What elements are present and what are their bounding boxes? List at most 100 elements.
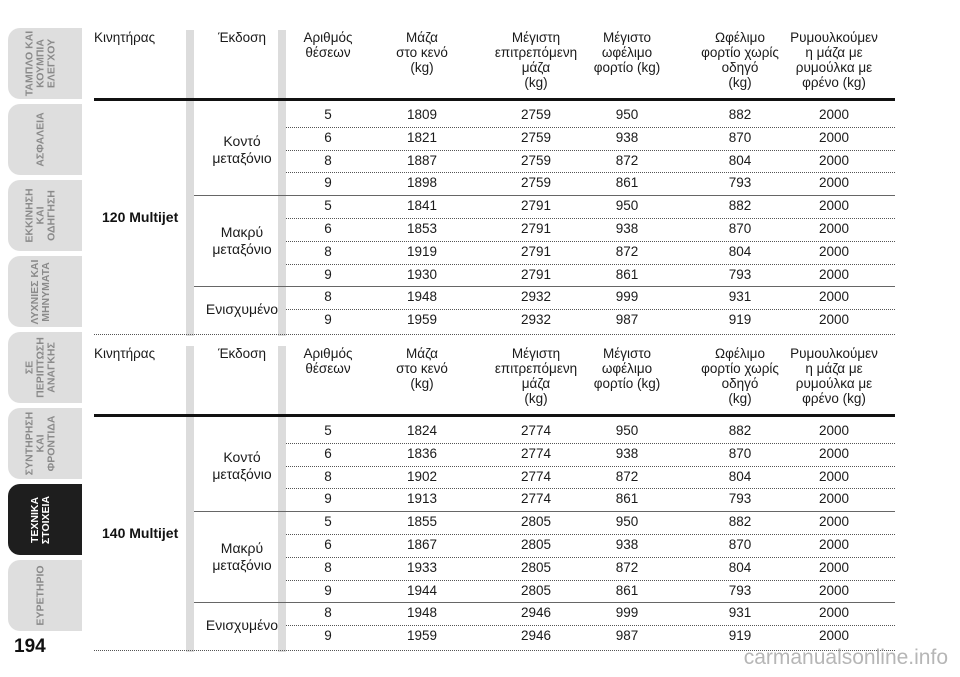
column-header: Κινητήρας	[94, 346, 156, 361]
row-rule	[286, 488, 895, 490]
table-cell: 1948	[406, 605, 438, 621]
table-cell: 882	[728, 514, 752, 530]
section-tab-label: ΣΥΝΤΗΡΗΣΗ ΚΑΙ ΦΡΟΝΤΙΔΑ	[23, 411, 58, 476]
table-cell: 9	[324, 582, 332, 598]
table-cell: 2000	[818, 289, 850, 305]
variant-label: Κοντό μεταξόνιο	[212, 132, 272, 166]
section-tab-8[interactable]: ΕΥΡΕΤΗΡΙΟ	[8, 560, 82, 631]
table-cell: 938	[615, 537, 639, 552]
table-cell: 5	[324, 198, 332, 214]
table-cell: 1930	[406, 266, 438, 282]
column-header: Μέγιστο ωφέλιμο φορτίο (kg)	[593, 346, 661, 391]
section-tab-label: ΛΥΧΝΙΕΣ ΚΑΙ ΜΗΝΥΜΑΤΑ	[29, 259, 52, 324]
table-cell: 882	[728, 198, 752, 214]
engine-label: 140 Multijet	[102, 525, 179, 541]
section-tab-2[interactable]: ΑΣΦΑΛΕΙΑ	[8, 104, 82, 175]
table-cell: 1855	[406, 514, 438, 530]
table-cell: 2000	[818, 152, 850, 168]
column-header: Ωφέλιμο φορτίο χωρίς οδηγό (kg)	[701, 30, 779, 90]
table-cell: 861	[615, 266, 639, 282]
table-cell: 919	[728, 312, 752, 328]
table-cell: 1959	[406, 312, 438, 328]
section-tab-label: ΑΣΦΑΛΕΙΑ	[34, 112, 47, 167]
section-tab-4[interactable]: ΛΥΧΝΙΕΣ ΚΑΙ ΜΗΝΥΜΑΤΑ	[8, 256, 82, 327]
table-cell: 2805	[520, 514, 552, 530]
section-tab-7[interactable]: ΤΕΧΝΙΚΑ ΣΤΟΙΧΕΙΑ	[8, 484, 82, 555]
table-cell: 2000	[818, 312, 850, 328]
table-cell: 872	[615, 559, 639, 575]
column-header: Αριθμός θέσεων	[303, 30, 353, 60]
table-cell: 2000	[818, 491, 850, 507]
table-cell: 2000	[818, 468, 850, 484]
table-cell: 2946	[520, 628, 552, 644]
row-rule	[286, 126, 895, 128]
section-tab-label: ΣΕ ΠΕΡΙΠΤΩΣΗ ΑΝΑΓΚΗΣ	[23, 337, 58, 398]
column-header: Κινητήρας	[94, 30, 156, 45]
table-cell: 9	[324, 491, 332, 507]
table-cell: 1948	[406, 289, 438, 305]
row-rule	[286, 172, 895, 174]
section-tab-3[interactable]: ΕΚΚΙΝΗΣΗ ΚΑΙ ΟΔΗΓΗΣΗ	[8, 180, 82, 251]
weights-table-120-multijet: Κινητήρας Έκδοση Αριθμός θέσεων Μάζα στο κε…	[94, 30, 895, 336]
table-cell: 872	[615, 152, 639, 168]
group-rule	[194, 511, 895, 513]
table-cell: 5	[324, 423, 332, 438]
row-rule	[286, 625, 895, 627]
variant-label: Μακρύ μεταξόνιο	[212, 223, 272, 257]
weights-table-140-multijet: Κινητήρας Έκδοση Αριθμός θέσεων Μάζα στο κε…	[94, 346, 895, 652]
table-cell: 2791	[520, 266, 552, 282]
table-cell: 950	[615, 107, 639, 122]
row-rule	[286, 579, 895, 581]
section-tab-5[interactable]: ΣΕ ΠΕΡΙΠΤΩΣΗ ΑΝΑΓΚΗΣ	[8, 332, 82, 403]
section-tab-1[interactable]: ΤΑΜΠΛΟ ΚΑΙ ΚΟΥΜΠΙΑ ΕΛΕΓΧΟΥ	[8, 28, 82, 99]
table-cell: 2759	[520, 107, 552, 122]
table-cell: 1944	[406, 582, 438, 598]
table-cell: 870	[728, 445, 752, 461]
table-cell: 804	[728, 468, 752, 484]
table-cell: 1809	[406, 107, 438, 122]
column-header: Αριθμός θέσεων	[303, 346, 353, 376]
column-divider	[278, 30, 286, 336]
table-bottom-rule	[94, 334, 895, 335]
table-cell: 804	[728, 559, 752, 575]
table-cell: 793	[728, 491, 752, 507]
table-cell: 2000	[818, 537, 850, 552]
section-tab-6[interactable]: ΣΥΝΤΗΡΗΣΗ ΚΑΙ ΦΡΟΝΤΙΔΑ	[8, 408, 82, 479]
row-rule	[286, 240, 895, 242]
variant-label: Ενισχυμένο	[205, 300, 279, 317]
table-cell: 9	[324, 266, 332, 282]
table-cell: 2932	[520, 289, 552, 305]
table-cell: 2759	[520, 175, 552, 191]
table-cell: 6	[324, 221, 332, 236]
table-cell: 882	[728, 423, 752, 438]
table-cell: 2791	[520, 221, 552, 236]
table-cell: 6	[324, 537, 332, 552]
table-cell: 2000	[818, 266, 850, 282]
table-cell: 950	[615, 423, 639, 438]
table-cell: 2946	[520, 605, 552, 621]
table-cell: 9	[324, 628, 332, 644]
table-cell: 2791	[520, 198, 552, 214]
group-rule	[194, 195, 895, 197]
table-cell: 2774	[520, 491, 552, 507]
row-rule	[286, 556, 895, 558]
table-cell: 2805	[520, 537, 552, 552]
table-cell: 870	[728, 129, 752, 145]
table-cell: 2000	[818, 221, 850, 236]
table-cell: 2759	[520, 129, 552, 145]
table-cell: 1824	[406, 423, 438, 438]
table-cell: 2774	[520, 468, 552, 484]
column-header: Ωφέλιμο φορτίο χωρίς οδηγό (kg)	[701, 346, 779, 406]
table-cell: 931	[728, 289, 752, 305]
table-cell: 2000	[818, 628, 850, 644]
column-header: Ρυμουλκούμεν η μάζα με ρυμούλκα με φρένο…	[790, 30, 878, 90]
table-cell: 999	[615, 605, 639, 621]
table-cell: 882	[728, 107, 752, 122]
table-cell: 1836	[406, 445, 438, 461]
table-cell: 1898	[406, 175, 438, 191]
table-cell: 931	[728, 605, 752, 621]
table-cell: 793	[728, 582, 752, 598]
column-header: Μάζα στο κενό (kg)	[396, 30, 448, 75]
table-cell: 793	[728, 175, 752, 191]
variant-label: Ενισχυμένο	[205, 616, 279, 633]
